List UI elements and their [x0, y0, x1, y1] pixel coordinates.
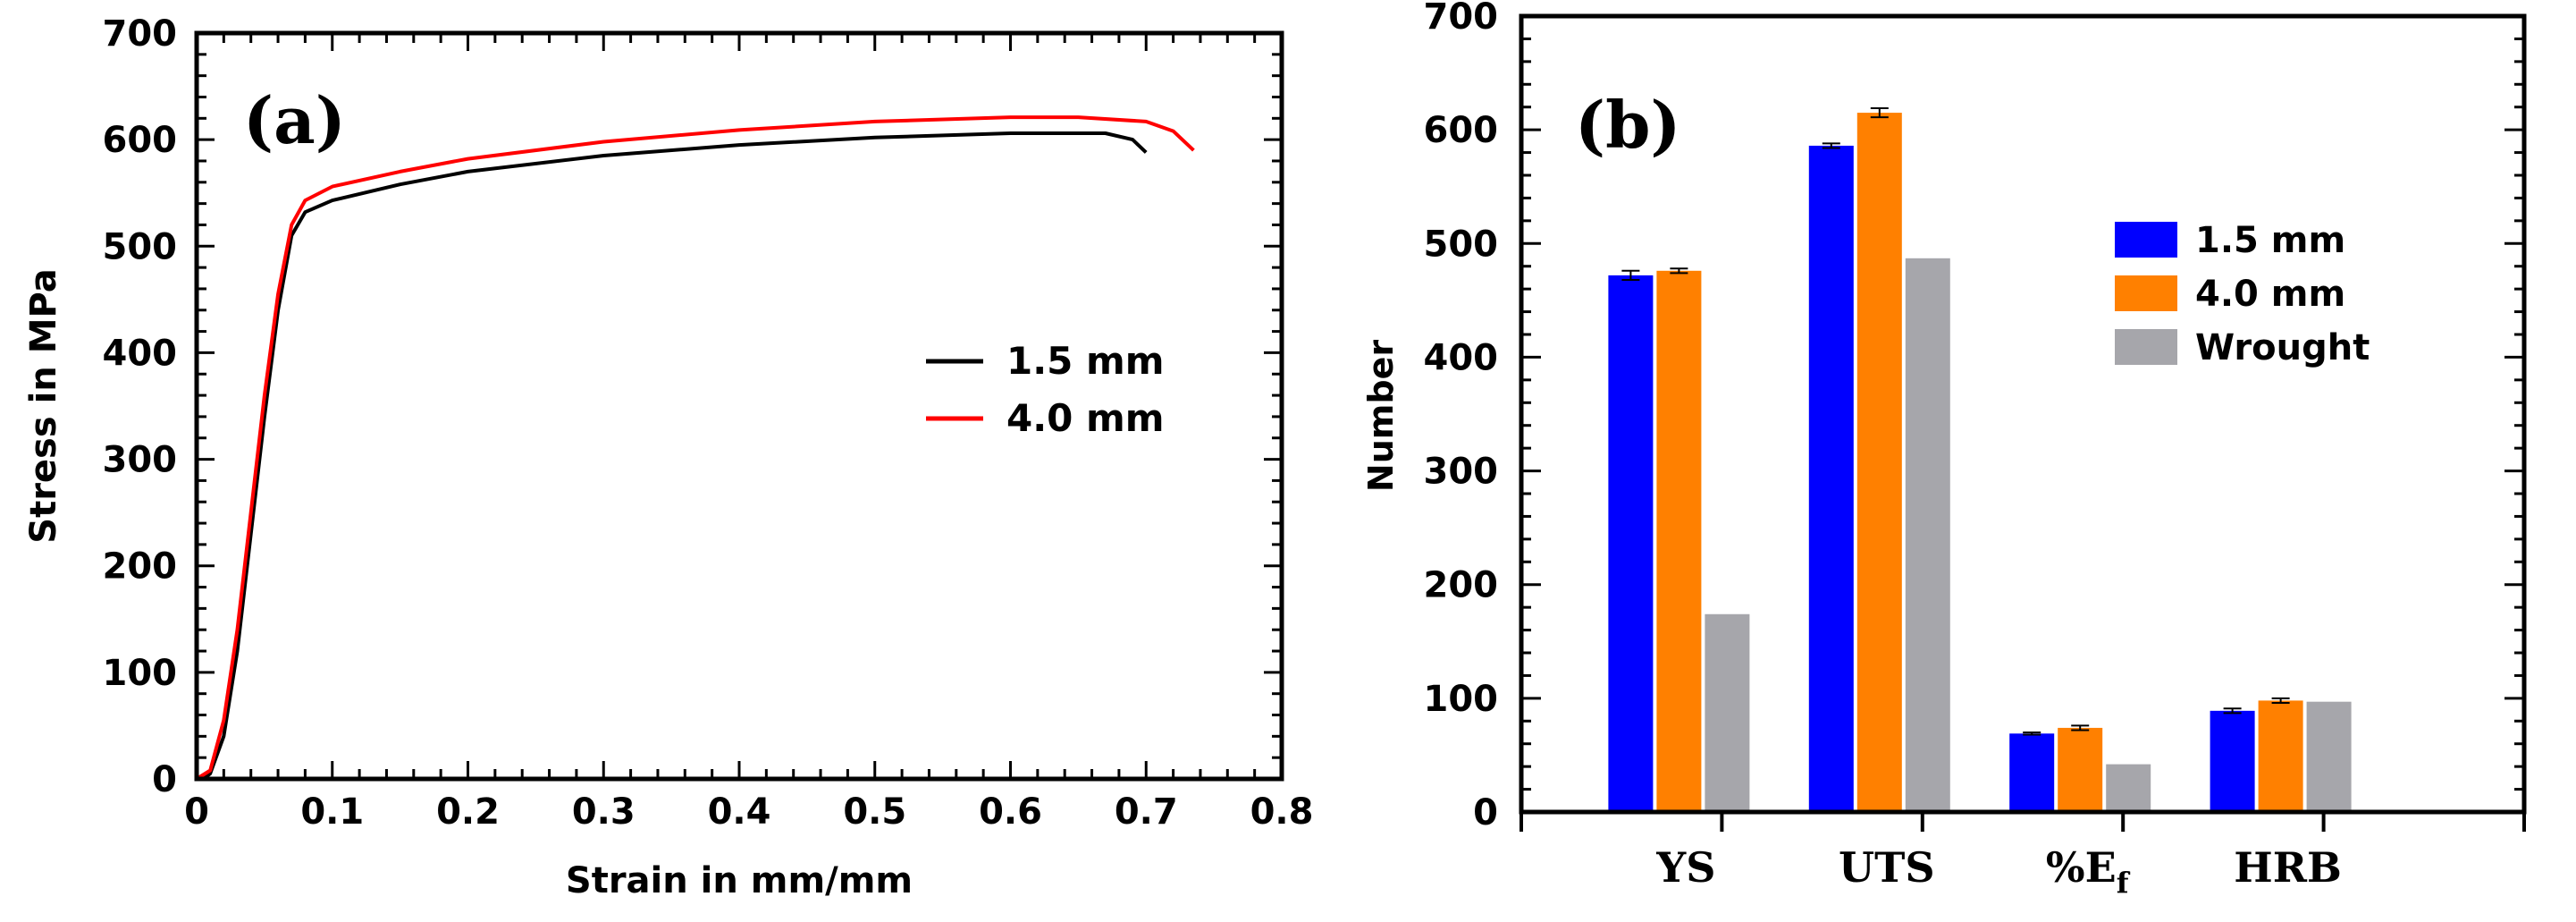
bar-hrb-1-5-mm: [2210, 710, 2255, 812]
panel-b-category-label: UTS: [1839, 843, 1935, 892]
panel-b-y-tick-label: 100: [1424, 679, 1499, 720]
panel-b-legend-swatch: [2115, 329, 2177, 365]
panel-a-stress-strain-chart: 0 0.1 0.2 0.3 0.4 0.5 0.6 0.7 0.8 0 100 200 300 400 5…: [23, 13, 1313, 901]
panel-b-y-tick-label: 500: [1424, 224, 1499, 265]
panel-a-x-tick-label: 0.6: [979, 791, 1042, 833]
bar-e-4-0-mm: [2058, 727, 2103, 812]
panel-a-series-line-1-5-mm: [202, 131, 1148, 781]
bar-uts-4-0-mm: [1856, 113, 1902, 813]
panel-b-plot-frame: [1519, 13, 2527, 815]
panel-a-plot-frame: [194, 30, 1284, 782]
panel-b-legend-swatch: [2115, 222, 2177, 258]
panel-a-x-tick-label: 0.8: [1250, 791, 1314, 833]
bar-hrb-4-0-mm: [2258, 700, 2303, 812]
panel-a-x-axis-label: Strain in mm/mm: [566, 860, 913, 901]
panel-a-y-axis-label: Stress in MPa: [23, 268, 64, 543]
panel-a-series-line-4-0-mm: [195, 115, 1195, 781]
panel-a-y-tick-label: 600: [103, 120, 178, 161]
panel-a-y-tick-label: 100: [103, 653, 178, 694]
panel-b-label: (b): [1575, 87, 1680, 163]
panel-b-y-tick-label: 0: [1473, 792, 1498, 833]
bar-ys-4-0-mm: [1656, 270, 1702, 812]
panel-a-y-tick-label: 400: [103, 333, 178, 374]
panel-b-y-tick-label: 400: [1424, 337, 1499, 378]
panel-a-x-tick-label: 0.2: [436, 791, 500, 833]
panel-b-y-tick-label: 600: [1424, 110, 1499, 151]
bar-ys-wrought: [1705, 613, 1750, 812]
panel-b-y-axis-label: Number: [1361, 340, 1401, 492]
bar-hrb-wrought: [2306, 701, 2352, 812]
bar-uts-1-5-mm: [1808, 145, 1854, 812]
panel-b-legend-swatch: [2115, 275, 2177, 311]
panel-b-legend-label: Wrought: [2195, 327, 2370, 368]
panel-b-category-labels: YS UTS %Ef HRB: [1655, 843, 2342, 900]
panel-a-x-tick-label: 0.7: [1115, 791, 1178, 833]
panel-a-x-tick-label: 0.3: [572, 791, 636, 833]
panel-a-y-tick-label: 200: [103, 546, 178, 588]
panel-a-x-tick-label: 0.1: [300, 791, 364, 833]
panel-a-legend-label: 1.5 mm: [1006, 339, 1165, 383]
panel-b-y-tick-label: 700: [1424, 0, 1499, 38]
bar-e-1-5-mm: [2009, 733, 2055, 812]
bar-ys-1-5-mm: [1608, 275, 1654, 812]
panel-b-category-label: HRB: [2234, 843, 2342, 892]
panel-a-y-tick-label: 300: [103, 440, 178, 481]
panel-a-x-tick-labels: 0 0.1 0.2 0.3 0.4 0.5 0.6 0.7 0.8: [184, 791, 1313, 833]
panel-a-label: (a): [243, 82, 346, 158]
panel-a-y-tick-label: 700: [103, 13, 178, 55]
panel-b-y-tick-label: 300: [1424, 452, 1499, 493]
panel-b-bars: [1608, 106, 2352, 813]
panel-a-x-tick-label: 0: [184, 791, 209, 833]
panel-b-legend: 1.5 mm 4.0 mm Wrought: [2115, 220, 2370, 368]
panel-a-legend-label: 4.0 mm: [1006, 396, 1165, 440]
panel-a-y-tick-labels: 0 100 200 300 400 500 600 700: [103, 13, 178, 800]
bar-e-wrought: [2106, 764, 2151, 812]
bar-uts-wrought: [1905, 258, 1950, 812]
panel-a-x-tick-label: 0.5: [843, 791, 906, 833]
panel-a-x-tick-label: 0.4: [708, 791, 771, 833]
panel-a-y-tick-label: 0: [152, 759, 177, 800]
panel-a-series: [195, 115, 1195, 781]
panel-b-category-subscript: f: [2117, 866, 2131, 900]
panel-b-y-tick-labels: 0 100 200 300 400 500 600 700: [1424, 0, 1499, 833]
panel-b-legend-label: 4.0 mm: [2195, 274, 2345, 315]
panel-b-y-tick-label: 200: [1424, 565, 1499, 606]
panel-a-y-tick-label: 500: [103, 226, 178, 267]
panel-a-legend: 1.5 mm 4.0 mm: [926, 339, 1165, 440]
panel-b-legend-label: 1.5 mm: [2195, 220, 2345, 261]
panel-b-category-label: YS: [1655, 843, 1715, 892]
